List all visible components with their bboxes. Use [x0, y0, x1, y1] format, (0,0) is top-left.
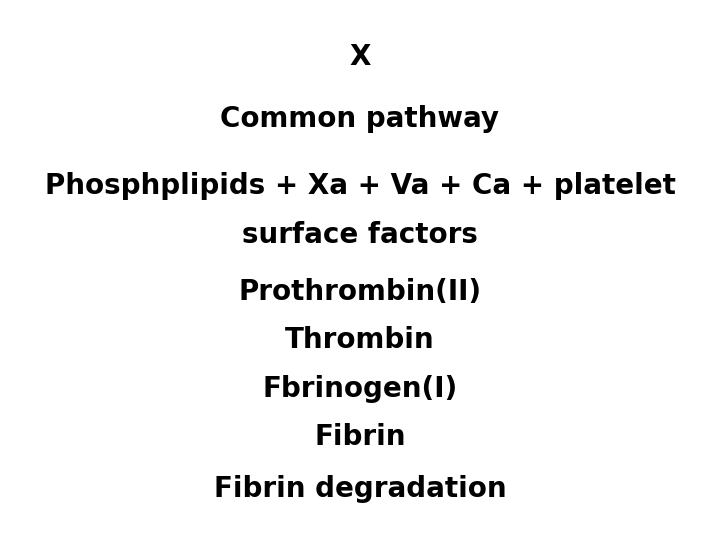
Text: surface factors: surface factors [242, 221, 478, 249]
Text: Common pathway: Common pathway [220, 105, 500, 133]
Text: Fibrin: Fibrin [314, 423, 406, 451]
Text: Prothrombin(II): Prothrombin(II) [238, 278, 482, 306]
Text: Fbrinogen(I): Fbrinogen(I) [262, 375, 458, 403]
Text: Phosphplipids + Xa + Va + Ca + platelet: Phosphplipids + Xa + Va + Ca + platelet [45, 172, 675, 200]
Text: Thrombin: Thrombin [285, 326, 435, 354]
Text: Fibrin degradation: Fibrin degradation [214, 475, 506, 503]
Text: X: X [349, 43, 371, 71]
